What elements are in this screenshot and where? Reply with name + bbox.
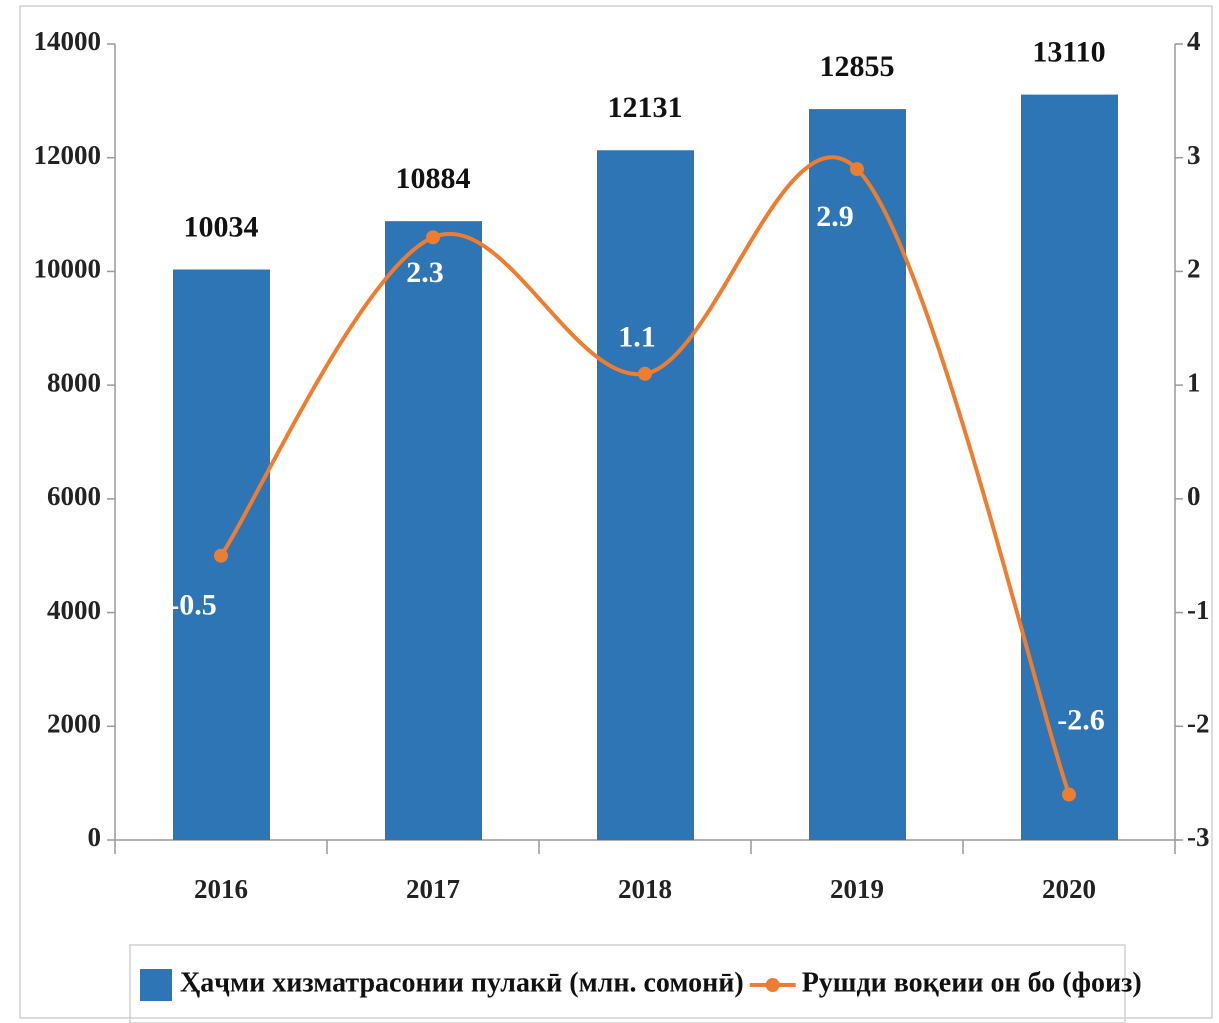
legend-swatch	[140, 969, 172, 1001]
x-tick-label: 2017	[406, 874, 460, 904]
line-marker	[214, 548, 228, 563]
y2-tick-label: -2	[1187, 708, 1210, 738]
line-marker	[850, 162, 864, 177]
y2-tick-label: 0	[1187, 481, 1201, 511]
data-label: 10884	[396, 162, 471, 195]
y-tick-label: 14000	[34, 26, 102, 56]
y2-tick-label: 3	[1187, 140, 1201, 170]
y-tick-label: 10000	[34, 254, 102, 284]
y2-tick-label: 4	[1187, 26, 1201, 56]
y-tick-label: 12000	[34, 140, 102, 170]
line	[219, 155, 1071, 796]
y-tick-label: 0	[88, 822, 102, 852]
data-label: 12131	[608, 91, 683, 124]
y-tick-label: 6000	[47, 481, 101, 511]
y2-tick-label: -1	[1187, 595, 1210, 625]
bar	[597, 150, 694, 841]
line-marker	[426, 230, 440, 245]
y-tick-label: 4000	[47, 595, 101, 625]
data-label: 2.3	[406, 256, 444, 289]
bar	[1021, 94, 1118, 841]
x-tick-label: 2019	[830, 874, 884, 904]
x-tick-label: 2018	[618, 874, 672, 904]
legend-label: Рушди воқеии он бо (фоиз)	[802, 967, 1142, 998]
y2-tick-label: -3	[1187, 822, 1210, 852]
y-tick-label: 8000	[47, 367, 101, 397]
data-label: 13110	[1032, 35, 1105, 68]
y-tick-label: 2000	[47, 708, 101, 738]
bar	[809, 109, 906, 840]
data-label: 10034	[184, 210, 259, 243]
y2-tick-label: 2	[1187, 254, 1201, 284]
data-label: 2.9	[816, 200, 854, 233]
legend-box	[129, 944, 1126, 1023]
legend-label: Ҳаҷми хизматрасонии пулакӣ (млн. сомонӣ)	[180, 967, 744, 998]
line-marker	[638, 366, 652, 381]
data-label: 1.1	[618, 321, 656, 354]
bar	[385, 221, 482, 840]
legend-marker	[765, 978, 780, 992]
data-label: 12855	[820, 50, 895, 83]
y2-tick-label: 1	[1187, 367, 1201, 397]
data-label: -2.6	[1057, 703, 1105, 736]
x-tick-label: 2016	[194, 874, 248, 904]
data-label: -0.5	[169, 589, 217, 622]
chart-frame	[19, 5, 1213, 1019]
x-tick-label: 2020	[1042, 874, 1096, 904]
line-marker	[1062, 787, 1076, 802]
